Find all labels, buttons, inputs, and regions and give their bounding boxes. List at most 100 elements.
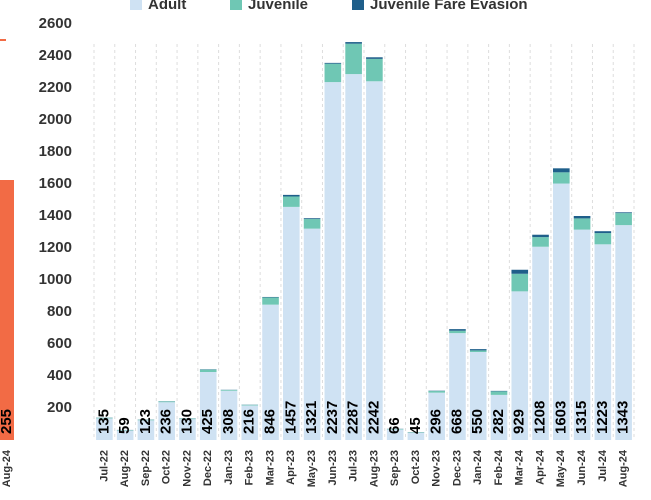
bar-segment <box>283 194 300 197</box>
y-tick-label: 1200 <box>39 239 72 256</box>
bar-segment <box>553 183 570 440</box>
legend-label: Adult <box>148 0 186 13</box>
x-tick-label: Sep-23 <box>389 450 401 486</box>
bar <box>0 180 14 440</box>
bar-segment <box>594 233 612 245</box>
data-label: 66 <box>386 417 403 434</box>
bar-segment <box>573 218 591 230</box>
bar-segment <box>490 391 508 395</box>
y-tick-label: 2000 <box>39 111 72 128</box>
x-tick-label: Mar-24 <box>514 449 526 485</box>
data-label: 45 <box>407 417 424 434</box>
y-tick-label: 1600 <box>39 175 72 192</box>
bar-segment <box>137 419 155 421</box>
bar-segment <box>469 350 487 352</box>
x-tick-label: Oct-23 <box>410 450 422 484</box>
bar-segment <box>137 420 155 440</box>
bar-segment <box>511 291 529 440</box>
bar-segment <box>303 218 321 220</box>
data-label: 846 <box>262 409 279 434</box>
y-tick-label: 2200 <box>39 79 72 96</box>
data-label: 1223 <box>594 401 611 434</box>
bar-segment <box>469 349 487 351</box>
data-label: 1343 <box>615 401 632 434</box>
x-tick-label: Jan-23 <box>223 450 235 485</box>
data-label: 236 <box>158 409 175 434</box>
bar-segment <box>283 196 300 207</box>
data-label: 1457 <box>282 401 299 434</box>
bar-segment <box>428 391 445 393</box>
x-tick-label: Jul-23 <box>348 450 360 482</box>
bar-segment <box>594 244 612 440</box>
bar-segment <box>553 168 570 173</box>
bar-segment <box>532 246 549 440</box>
bar-segment <box>303 228 321 440</box>
bar-segment <box>199 372 217 440</box>
x-tick-label: Dec-22 <box>202 450 214 486</box>
y-tick-label: 1000 <box>39 271 72 288</box>
data-label: 425 <box>199 409 216 434</box>
x-tick-label: Jun-23 <box>327 450 339 485</box>
x-tick-label: Apr-23 <box>285 450 297 485</box>
legend-label: Juvenile <box>248 0 308 13</box>
legend-label: Juvenile Fare Evasion <box>370 0 528 13</box>
bar-segment <box>303 219 321 229</box>
legend-swatch <box>130 0 142 10</box>
bar-segment <box>407 432 425 440</box>
y-tick-label: 800 <box>47 303 72 320</box>
y-tick-label: 200 <box>47 399 72 416</box>
y-tick-label: 1800 <box>39 143 72 160</box>
bar-segment <box>324 62 342 64</box>
data-label: 123 <box>137 409 154 434</box>
data-label: 2287 <box>345 401 362 434</box>
bar-segment <box>615 225 632 440</box>
x-tick-label: Dec-23 <box>451 450 463 486</box>
legend-swatch <box>230 0 242 10</box>
x-tick-label: Aug-23 <box>368 450 380 487</box>
bar-segment <box>179 419 196 440</box>
bar-segment <box>116 430 134 440</box>
data-label: 1321 <box>303 401 320 434</box>
legend-swatch <box>352 0 364 10</box>
bar-segment <box>511 273 529 292</box>
bar-segment <box>283 206 300 440</box>
bar-segment <box>366 81 383 440</box>
x-tick-label: Feb-23 <box>244 450 256 485</box>
bar-segment <box>158 402 175 440</box>
x-tick-label: Apr-24 <box>534 449 546 485</box>
y-tick-label: 1400 <box>39 207 72 224</box>
bar-segment <box>158 401 175 403</box>
bar-segment <box>324 82 342 440</box>
bar-segment <box>490 394 508 440</box>
x-tick-label: Sep-22 <box>140 450 152 486</box>
x-tick-label: Feb-24 <box>493 449 505 485</box>
x-tick-label: Oct-22 <box>161 450 173 484</box>
bar-segment <box>366 58 383 82</box>
x-tick-label: Aug-22 <box>119 450 131 487</box>
y-tick-label: 2600 <box>39 15 72 32</box>
bar-segment <box>386 429 404 440</box>
bar-segment <box>511 269 529 274</box>
bar-segment <box>573 216 591 219</box>
data-label: 308 <box>220 409 237 434</box>
bar-segment <box>220 389 238 391</box>
x-tick-label: May-23 <box>306 450 318 487</box>
bar-segment <box>345 42 362 44</box>
x-tick-label: Mar-23 <box>264 450 276 485</box>
x-tick-label: Jul-24 <box>597 449 609 482</box>
bar-segment <box>449 329 466 331</box>
bar-segment <box>449 333 466 440</box>
x-tick-label: May-24 <box>555 449 567 487</box>
bar-segment <box>262 297 279 305</box>
bar-segment <box>220 390 238 440</box>
x-tick-label: Jan-24 <box>472 449 484 485</box>
bar-segment <box>615 212 632 214</box>
bar-segment <box>345 43 362 75</box>
bar-segment <box>532 234 549 238</box>
data-label: 929 <box>511 409 528 434</box>
y-tick-label: 400 <box>47 367 72 384</box>
y-tick-label: 600 <box>47 335 72 352</box>
bar-segment <box>199 369 217 372</box>
data-label: 130 <box>178 409 195 434</box>
